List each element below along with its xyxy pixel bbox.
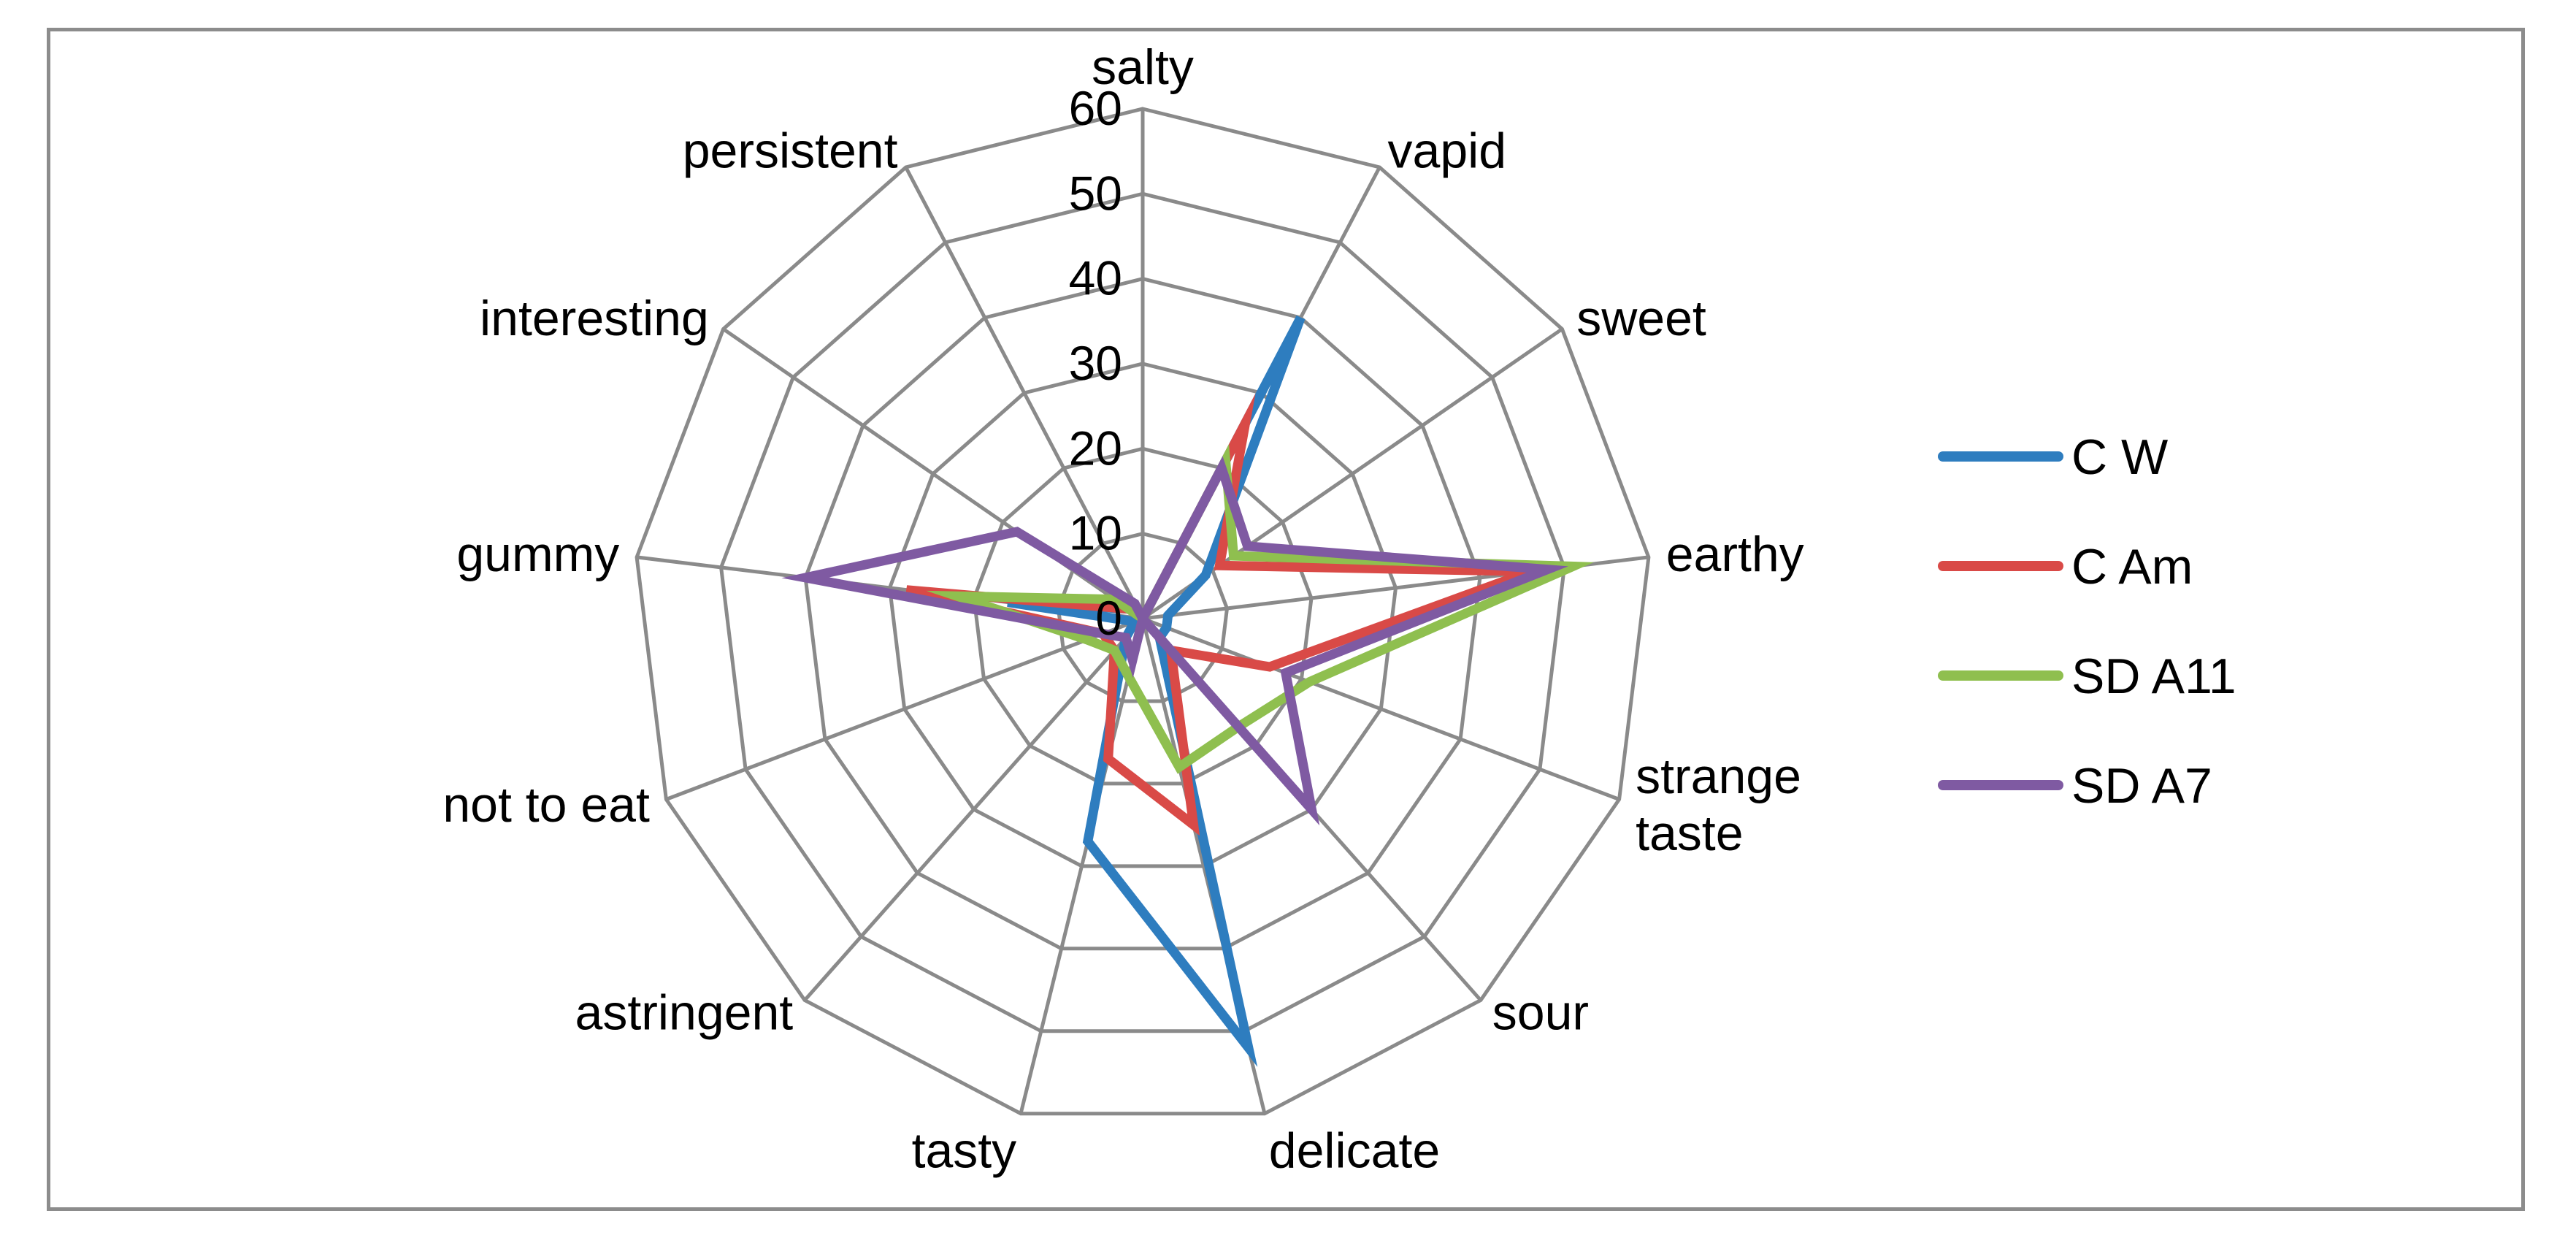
axis-label-earthy: earthy — [1666, 527, 1804, 582]
grid-ring-60 — [635, 107, 1651, 1116]
tick-label-60: 60 — [1069, 81, 1122, 135]
series-line-sd-a11 — [926, 443, 1594, 774]
spoke-sweet — [1141, 327, 1563, 621]
legend-label-c-w: C W — [2071, 429, 2168, 485]
axis-label-sour: sour — [1492, 985, 1589, 1040]
axis-label-not-to-eat: not to eat — [442, 777, 650, 833]
axis-label-sweet: sweet — [1576, 291, 1706, 346]
chart-frame: 0 10 20 30 40 50 60 salty vapid sweet earthy stran… — [47, 28, 2525, 1211]
axis-label-salty: salty — [1092, 39, 1194, 95]
grid-ring-40 — [803, 277, 1482, 951]
tick-label-20: 20 — [1069, 421, 1122, 475]
axis-label-astringent: astringent — [575, 985, 794, 1040]
radial-tick-labels: 0 10 20 30 40 50 60 — [1069, 81, 1122, 645]
tick-label-50: 50 — [1069, 166, 1122, 220]
axis-label-persistent: persistent — [683, 123, 898, 179]
grid-ring-30 — [887, 362, 1398, 868]
tick-label-30: 30 — [1069, 336, 1122, 390]
series-line-sd-a7 — [781, 456, 1568, 826]
series-lines — [781, 315, 1594, 1067]
axis-label-strange-taste: strange taste — [1636, 749, 1801, 861]
tick-label-10: 10 — [1069, 506, 1122, 560]
radar-chart: 0 10 20 30 40 50 60 salty vapid sweet earthy stran… — [442, 39, 2236, 1179]
spoke-persistent — [904, 166, 1145, 620]
legend: C W C Am SD A11 SD A7 — [1938, 429, 2236, 814]
axis-label-delicate: delicate — [1269, 1123, 1440, 1179]
axis-label-vapid: vapid — [1388, 123, 1507, 179]
category-labels: salty vapid sweet earthy strange taste sour del… — [442, 39, 1803, 1179]
legend-label-sd-a7: SD A7 — [2071, 758, 2212, 814]
axis-label-gummy: gummy — [456, 527, 619, 582]
spoke-tasty — [1019, 618, 1145, 1115]
spoke-strange-taste — [1142, 616, 1620, 801]
spoke-astringent — [803, 617, 1144, 1002]
axis-label-tasty: tasty — [912, 1123, 1017, 1179]
tick-label-40: 40 — [1069, 251, 1122, 305]
legend-label-c-am: C Am — [2071, 539, 2193, 595]
series-line-c-am — [905, 393, 1557, 836]
tick-label-0: 0 — [1095, 591, 1122, 645]
series-line-c-w — [1007, 315, 1306, 1067]
grid-ring-50 — [719, 191, 1566, 1033]
axis-label-interesting: interesting — [480, 291, 709, 346]
spoke-not-to-eat — [665, 616, 1143, 801]
legend-label-sd-a11: SD A11 — [2071, 649, 2236, 704]
